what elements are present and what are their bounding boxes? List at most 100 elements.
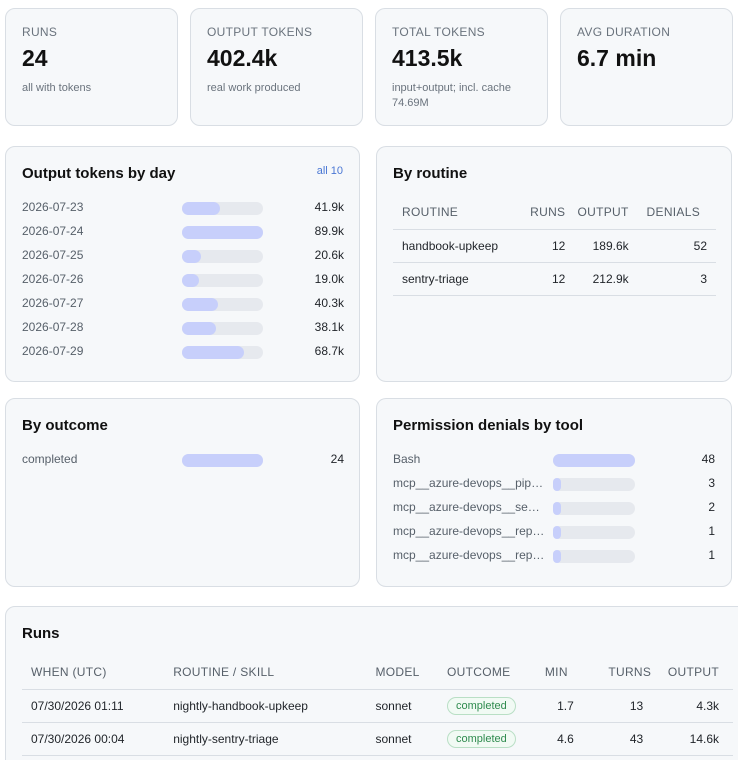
col-when: WHEN (UTC) (22, 655, 174, 690)
day-bar-row: 2026-07-24 89.9k (22, 221, 344, 241)
col-min: MIN (544, 655, 584, 690)
bar-value: 20.6k (314, 248, 344, 262)
bar-fill (553, 526, 561, 539)
bar-track (553, 526, 635, 539)
card-title: By outcome (22, 417, 108, 434)
card-title: Permission denials by tool (393, 417, 584, 434)
table-header-row: ROUTINE RUNS OUTPUT DENIALS (393, 195, 716, 230)
runs-card: Runs WHEN (UTC) ROUTINE / SKILL MODEL OU… (5, 606, 738, 760)
tool-bar-row: mcp__azure-devops__repo... 1 (393, 521, 715, 541)
bar-track (553, 550, 635, 563)
run-model: sonnet (375, 689, 447, 723)
table-row[interactable]: sentry-triage 12 212.9k 3 (393, 262, 716, 296)
routine-denials: 52 (630, 229, 716, 263)
col-runs: RUNS (522, 195, 566, 230)
bar-label: 2026-07-26 (22, 272, 84, 286)
bar-value: 3 (708, 476, 715, 490)
bar-fill (182, 226, 263, 239)
day-bar-row: 2026-07-25 20.6k (22, 245, 344, 265)
bar-track (182, 250, 263, 263)
bar-track (553, 478, 635, 491)
outcome-badge: completed (447, 696, 516, 715)
bar-value: 1 (708, 524, 715, 538)
table-row[interactable]: handbook-upkeep 12 189.6k 52 (393, 229, 716, 263)
col-output: OUTPUT (651, 655, 733, 690)
day-bar-row: 2026-07-27 40.3k (22, 293, 344, 313)
bar-track (182, 202, 263, 215)
outcome-bar-row: completed 24 (22, 449, 344, 469)
bar-value: 41.9k (314, 200, 344, 214)
tool-bar-row: mcp__azure-devops__pipel... 3 (393, 473, 715, 493)
tool-bar-row: mcp__azure-devops__sear... 2 (393, 497, 715, 517)
by-routine-card: By routine ROUTINE RUNS OUTPUT DENIALS h… (376, 146, 732, 382)
col-routine: ROUTINE (393, 195, 523, 230)
stat-label: TOTAL TOKENS (392, 25, 485, 39)
bar-fill (182, 202, 220, 215)
stat-card-avg-duration: AVG DURATION 6.7 min (560, 8, 733, 126)
col-routine-skill: ROUTINE / SKILL (173, 655, 376, 690)
routine-output: 189.6k (565, 229, 631, 263)
stat-card-total-tokens: TOTAL TOKENS 413.5k input+output; incl. … (375, 8, 548, 126)
stat-value: 413.5k (392, 45, 463, 71)
bar-fill (182, 298, 219, 311)
bar-label: 2026-07-24 (22, 224, 84, 238)
bar-value: 48 (701, 452, 715, 466)
stat-label: RUNS (22, 25, 58, 39)
run-routine: nightly-handbook-upkeep (173, 689, 376, 723)
run-turns: 43 (583, 722, 652, 756)
all-days-link[interactable]: all 10 (316, 165, 343, 177)
table-row[interactable]: 07/30/2026 01:11 nightly-handbook-upkeep… (22, 689, 733, 723)
bar-value: 24 (330, 452, 344, 466)
bar-label: 2026-07-23 (22, 200, 84, 214)
bar-label: 2026-07-28 (22, 320, 84, 334)
bar-fill (553, 550, 561, 563)
routine-table: ROUTINE RUNS OUTPUT DENIALS handbook-upk… (393, 195, 716, 296)
bar-value: 19.0k (314, 272, 344, 286)
stat-value: 6.7 min (577, 45, 657, 71)
col-turns: TURNS (583, 655, 652, 690)
stat-sub: input+output; incl. cache 74.69M (392, 82, 511, 109)
run-model: sonnet (375, 722, 447, 756)
bar-value: 2 (708, 500, 715, 514)
card-title: By routine (393, 165, 468, 182)
routine-name: handbook-upkeep (393, 229, 523, 263)
stat-card-runs: RUNS 24 all with tokens (5, 8, 178, 126)
bar-label: 2026-07-29 (22, 344, 84, 358)
stat-value: 402.4k (207, 45, 278, 71)
run-output: 4.3k (651, 689, 733, 723)
tool-bar-row: Bash 48 (393, 449, 715, 469)
bar-fill (182, 274, 200, 287)
bar-value: 68.7k (314, 344, 344, 358)
bar-track (182, 346, 263, 359)
bar-fill (182, 322, 217, 335)
bar-label: completed (22, 452, 78, 466)
by-outcome-card: By outcome completed 24 (5, 398, 360, 587)
stat-card-output-tokens: OUTPUT TOKENS 402.4k real work produced (190, 8, 363, 126)
bar-fill (553, 454, 635, 467)
col-output: OUTPUT (565, 195, 631, 230)
bar-value: 89.9k (314, 224, 344, 238)
run-turns: 13 (583, 689, 652, 723)
routine-name: sentry-triage (393, 262, 523, 296)
card-title: Runs (22, 625, 60, 642)
runs-table: WHEN (UTC) ROUTINE / SKILL MODEL OUTCOME… (22, 655, 733, 756)
denials-by-tool-card: Permission denials by tool Bash 48 mcp__az… (376, 398, 732, 587)
bar-fill (553, 502, 561, 515)
col-model: MODEL (375, 655, 447, 690)
stat-sub: real work produced (207, 82, 301, 94)
day-bar-row: 2026-07-29 68.7k (22, 341, 344, 361)
bar-label: 2026-07-25 (22, 248, 84, 262)
col-outcome: OUTCOME (447, 655, 545, 690)
bar-value: 38.1k (314, 320, 344, 334)
run-routine: nightly-sentry-triage (173, 722, 376, 756)
stat-label: AVG DURATION (577, 25, 671, 39)
run-when: 07/30/2026 00:04 (22, 722, 174, 756)
stat-value: 24 (22, 45, 48, 71)
bar-track (553, 454, 635, 467)
bar-track (182, 454, 263, 467)
bar-label: mcp__azure-devops__repo... (393, 524, 545, 538)
bar-label: mcp__azure-devops__pipel... (393, 476, 545, 490)
bar-track (182, 322, 263, 335)
table-row[interactable]: 07/30/2026 00:04 nightly-sentry-triage s… (22, 722, 733, 756)
bar-track (182, 274, 263, 287)
